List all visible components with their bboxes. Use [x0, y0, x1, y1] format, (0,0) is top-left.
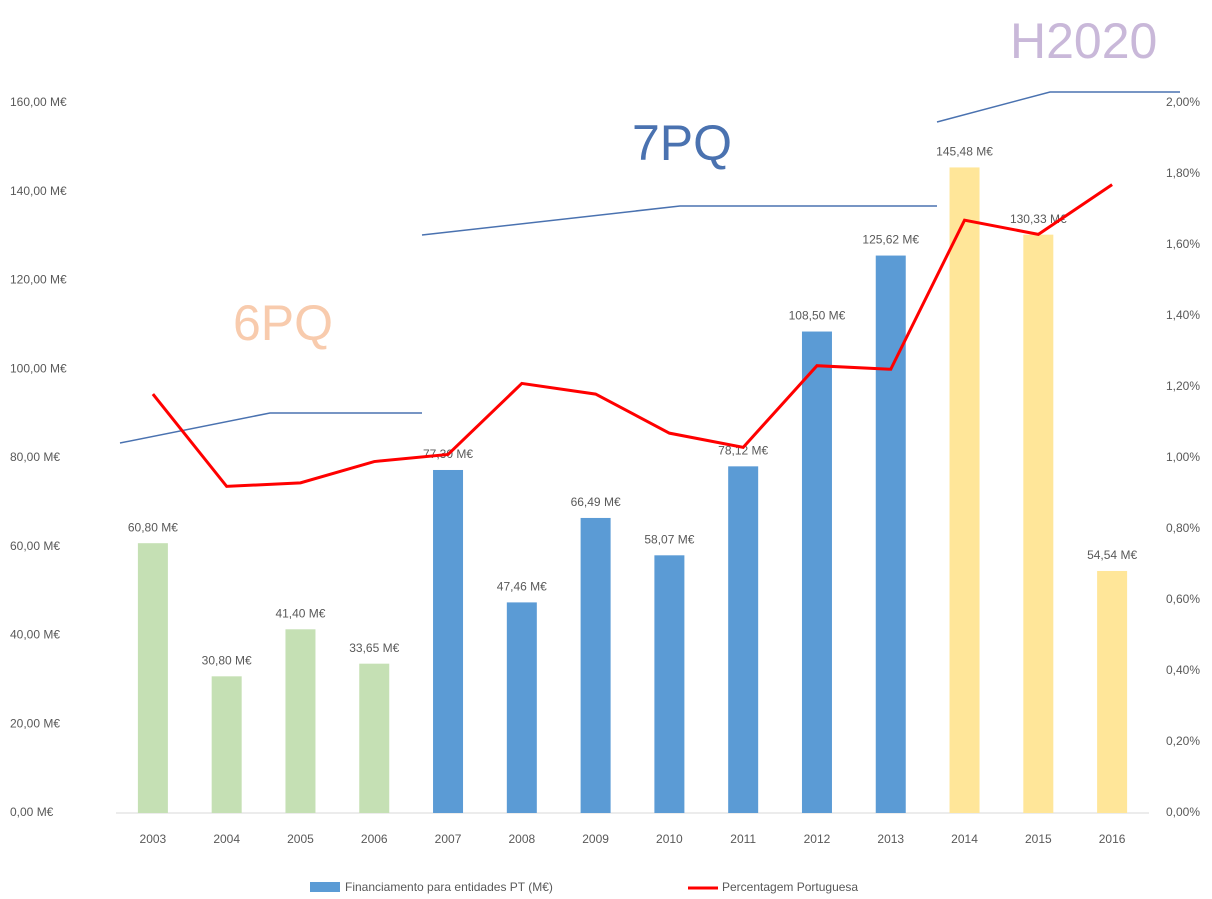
- x-tick-label: 2013: [877, 832, 904, 846]
- y2-tick-label: 1,20%: [1166, 379, 1200, 393]
- x-tick-label: 2003: [140, 832, 167, 846]
- bar: [875, 255, 906, 813]
- data-label: 125,62 M€: [862, 233, 919, 247]
- bar: [506, 602, 537, 813]
- data-label: 58,07 M€: [644, 532, 694, 546]
- legend-label: Financiamento para entidades PT (M€): [345, 880, 553, 894]
- y2-tick-label: 0,00%: [1166, 805, 1200, 819]
- bar: [949, 167, 980, 813]
- data-label: 33,65 M€: [349, 641, 399, 655]
- data-label: 47,46 M€: [497, 580, 547, 594]
- y2-tick-label: 0,40%: [1166, 663, 1200, 677]
- x-tick-label: 2005: [287, 832, 314, 846]
- annotation: 7PQ: [632, 115, 732, 171]
- annotation: 6PQ: [233, 295, 333, 351]
- bar: [137, 543, 168, 813]
- bar: [433, 469, 464, 813]
- bar: [359, 663, 390, 813]
- bar: [654, 555, 685, 813]
- x-tick-label: 2006: [361, 832, 388, 846]
- x-tick-label: 2010: [656, 832, 683, 846]
- data-label: 78,12 M€: [718, 444, 768, 458]
- annotation: H2020: [1010, 13, 1157, 69]
- y-tick-label: 80,00 M€: [10, 450, 60, 464]
- bracket: [936, 91, 1180, 123]
- x-tick-label: 2008: [508, 832, 535, 846]
- x-tick-label: 2014: [951, 832, 978, 846]
- y2-tick-label: 0,60%: [1166, 592, 1200, 606]
- y-tick-label: 160,00 M€: [10, 95, 67, 109]
- data-label: 30,80 M€: [202, 653, 252, 667]
- x-tick-label: 2015: [1025, 832, 1052, 846]
- y-tick-label: 140,00 M€: [10, 184, 67, 198]
- y-tick-label: 40,00 M€: [10, 628, 60, 642]
- x-tick-label: 2004: [213, 832, 240, 846]
- data-label: 41,40 M€: [275, 606, 325, 620]
- data-label: 60,80 M€: [128, 520, 178, 534]
- x-tick-label: 2016: [1099, 832, 1126, 846]
- y-tick-label: 120,00 M€: [10, 273, 67, 287]
- bracket: [119, 412, 422, 444]
- bar: [285, 629, 316, 813]
- y2-tick-label: 1,00%: [1166, 450, 1200, 464]
- data-label: 54,54 M€: [1087, 548, 1137, 562]
- y2-tick-label: 1,80%: [1166, 166, 1200, 180]
- bracket: [421, 205, 937, 236]
- bar: [1097, 570, 1128, 813]
- data-label: 66,49 M€: [571, 495, 621, 509]
- bar: [211, 676, 242, 813]
- data-label: 130,33 M€: [1010, 212, 1067, 226]
- data-label: 145,48 M€: [936, 145, 993, 159]
- x-tick-label: 2009: [582, 832, 609, 846]
- bar: [1023, 234, 1054, 813]
- bar: [801, 331, 832, 813]
- bar: [728, 466, 759, 813]
- y-tick-label: 20,00 M€: [10, 716, 60, 730]
- y-tick-label: 60,00 M€: [10, 539, 60, 553]
- line: [151, 183, 1113, 488]
- y2-tick-label: 1,40%: [1166, 308, 1200, 322]
- y2-tick-label: 1,60%: [1166, 237, 1200, 251]
- data-label: 108,50 M€: [789, 309, 846, 323]
- x-tick-label: 2007: [435, 832, 462, 846]
- legend-swatch: [310, 882, 340, 892]
- legend-label: Percentagem Portuguesa: [722, 880, 858, 894]
- y-tick-label: 0,00 M€: [10, 805, 54, 819]
- y2-tick-label: 0,80%: [1166, 521, 1200, 535]
- y2-tick-label: 2,00%: [1166, 95, 1200, 109]
- y-tick-label: 100,00 M€: [10, 361, 67, 375]
- x-tick-label: 2011: [730, 832, 756, 846]
- y2-tick-label: 0,20%: [1166, 734, 1200, 748]
- x-tick-label: 2012: [804, 832, 831, 846]
- bar: [580, 517, 611, 813]
